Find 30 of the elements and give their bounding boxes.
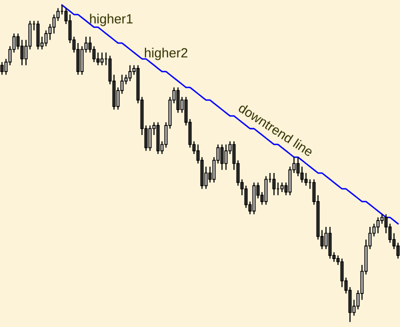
candlestick (148, 124, 152, 152)
candlestick (20, 39, 24, 66)
candlestick (328, 226, 332, 260)
candlestick (244, 185, 248, 208)
candlestick (92, 46, 96, 63)
candlestick (288, 166, 292, 196)
candlestick (176, 86, 180, 114)
candlestick (396, 242, 400, 260)
annotation: higher2 (144, 48, 188, 60)
candlestick (264, 176, 268, 206)
candlestick (96, 52, 100, 66)
candlestick (220, 144, 224, 170)
annotation: higher1 (90, 14, 133, 26)
candlestick (80, 46, 84, 76)
candlestick (100, 52, 104, 66)
candlestick (272, 172, 276, 196)
candlestick (304, 172, 308, 186)
candlestick (280, 182, 284, 193)
candlestick (0, 62, 4, 76)
candlestick (376, 216, 380, 234)
candlestick (76, 42, 80, 76)
candlestick (128, 64, 132, 82)
candlestick (340, 258, 344, 288)
candlestick (44, 30, 48, 47)
candlestick (36, 20, 40, 50)
candlestick (224, 144, 228, 170)
candlestick (300, 166, 304, 184)
candlestick (296, 156, 300, 177)
candlestick (380, 214, 384, 224)
candlestick (52, 14, 56, 34)
